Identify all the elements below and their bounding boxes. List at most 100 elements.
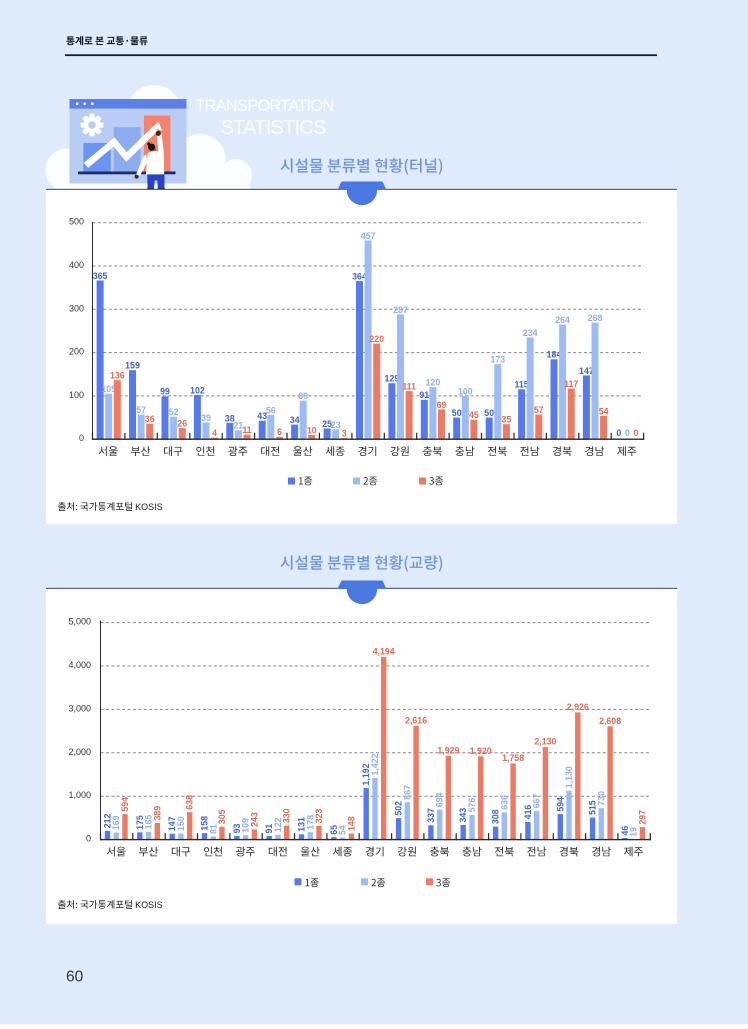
svg-text:594: 594 (555, 797, 565, 812)
svg-text:2,926: 2,926 (567, 702, 589, 712)
svg-text:0: 0 (79, 433, 84, 443)
svg-text:81: 81 (208, 824, 218, 834)
svg-text:38: 38 (225, 413, 235, 423)
svg-text:KOSIS: KOSIS (135, 900, 163, 910)
svg-text:297: 297 (637, 810, 647, 825)
svg-text:122: 122 (273, 817, 283, 832)
svg-text:148: 148 (346, 816, 356, 831)
svg-text:243: 243 (249, 812, 259, 827)
svg-text:117: 117 (564, 379, 578, 389)
svg-text:2,000: 2,000 (68, 747, 91, 757)
svg-text:667: 667 (532, 794, 542, 809)
svg-text:54: 54 (338, 825, 348, 835)
svg-text:365: 365 (93, 271, 108, 281)
svg-text:69: 69 (437, 400, 447, 410)
svg-text:36: 36 (145, 414, 155, 424)
svg-text:1,758: 1,758 (502, 753, 524, 763)
svg-text:268: 268 (588, 313, 603, 323)
svg-text:694: 694 (435, 792, 445, 807)
svg-text:57: 57 (136, 405, 146, 415)
svg-text:1,000: 1,000 (68, 790, 91, 800)
svg-text:389: 389 (152, 806, 162, 821)
svg-text:4: 4 (212, 428, 217, 438)
svg-text:11: 11 (242, 425, 251, 435)
svg-text:26: 26 (177, 419, 187, 429)
svg-text:3: 3 (342, 429, 347, 439)
svg-text:102: 102 (190, 385, 205, 395)
svg-text:100: 100 (69, 390, 84, 400)
svg-text:234: 234 (523, 328, 538, 338)
svg-text:5,000: 5,000 (68, 617, 91, 627)
svg-text:337: 337 (426, 808, 436, 823)
svg-text:1,920: 1,920 (470, 746, 492, 756)
svg-text:120: 120 (426, 378, 441, 388)
svg-text:169: 169 (111, 815, 121, 830)
svg-text:1,130: 1,130 (564, 766, 574, 788)
svg-text:173: 173 (490, 355, 505, 365)
svg-text:2,608: 2,608 (599, 716, 621, 726)
svg-text:576: 576 (467, 798, 477, 813)
svg-text:730: 730 (596, 791, 606, 806)
svg-text:343: 343 (458, 808, 468, 823)
svg-text:515: 515 (588, 800, 598, 815)
svg-text:131: 131 (297, 817, 307, 832)
svg-text:129: 129 (385, 374, 400, 384)
svg-text:212: 212 (103, 814, 113, 829)
svg-text:416: 416 (523, 805, 533, 820)
svg-text:STATISTICS: STATISTICS (220, 117, 326, 139)
svg-text:3,000: 3,000 (68, 703, 91, 713)
svg-text:60: 60 (66, 969, 84, 986)
svg-text:2,616: 2,616 (405, 715, 427, 725)
svg-text:109: 109 (241, 818, 251, 833)
svg-text:264: 264 (555, 315, 570, 325)
svg-text:25: 25 (322, 419, 332, 429)
svg-text:0: 0 (616, 428, 621, 438)
svg-text:43: 43 (257, 411, 267, 421)
svg-text:136: 136 (110, 371, 125, 381)
svg-text:308: 308 (491, 809, 501, 824)
svg-text:39: 39 (201, 413, 211, 423)
svg-text:305: 305 (217, 809, 227, 824)
svg-text:502: 502 (394, 801, 404, 816)
svg-text:287: 287 (393, 305, 408, 315)
svg-text:99: 99 (160, 387, 170, 397)
svg-text:147: 147 (167, 816, 177, 831)
svg-text:21: 21 (234, 421, 244, 431)
svg-text:178: 178 (305, 815, 315, 830)
svg-text:91: 91 (419, 390, 429, 400)
svg-text:147: 147 (579, 366, 594, 376)
svg-text:115: 115 (514, 380, 528, 390)
svg-text:57: 57 (534, 405, 544, 415)
svg-text:93: 93 (232, 824, 242, 834)
svg-text:158: 158 (200, 816, 210, 831)
svg-text:1,929: 1,929 (437, 745, 459, 755)
svg-text:364: 364 (352, 271, 367, 281)
svg-text:1,192: 1,192 (361, 763, 371, 785)
svg-text:323: 323 (314, 809, 324, 824)
svg-text:638: 638 (185, 795, 195, 810)
svg-text:89: 89 (298, 391, 308, 401)
svg-text:150: 150 (176, 816, 186, 831)
svg-text:KOSIS: KOSIS (135, 502, 163, 512)
svg-text:1,422: 1,422 (370, 753, 380, 775)
svg-text:594: 594 (120, 797, 130, 812)
svg-text:0: 0 (634, 428, 639, 438)
svg-text:34: 34 (290, 415, 300, 425)
svg-text:35: 35 (502, 415, 512, 425)
svg-text:111: 111 (402, 382, 416, 392)
svg-text:330: 330 (282, 808, 292, 823)
svg-text:457: 457 (361, 231, 376, 241)
svg-text:0: 0 (625, 428, 630, 438)
svg-text:46: 46 (620, 826, 630, 836)
svg-text:19: 19 (629, 827, 639, 837)
svg-text:50: 50 (452, 408, 462, 418)
svg-text:184: 184 (547, 350, 562, 360)
svg-text:300: 300 (69, 303, 84, 313)
svg-text:54: 54 (599, 406, 609, 416)
svg-text:23: 23 (331, 420, 341, 430)
svg-text:65: 65 (329, 825, 339, 835)
svg-text:0: 0 (86, 834, 91, 844)
svg-text:TRANSPORTATION: TRANSPORTATION (195, 97, 333, 115)
svg-text:45: 45 (469, 410, 479, 420)
svg-text:50: 50 (484, 408, 494, 418)
